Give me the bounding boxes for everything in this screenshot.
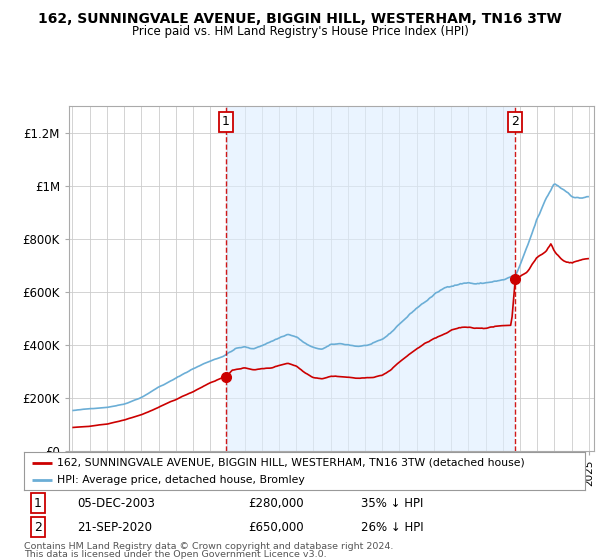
Text: £650,000: £650,000 (248, 521, 304, 534)
Text: 35% ↓ HPI: 35% ↓ HPI (361, 497, 423, 510)
Text: 2: 2 (511, 115, 519, 128)
Text: £280,000: £280,000 (248, 497, 304, 510)
Text: This data is licensed under the Open Government Licence v3.0.: This data is licensed under the Open Gov… (24, 550, 326, 559)
Text: 05-DEC-2003: 05-DEC-2003 (77, 497, 155, 510)
Text: 2: 2 (34, 521, 42, 534)
Text: 1: 1 (34, 497, 42, 510)
Text: 26% ↓ HPI: 26% ↓ HPI (361, 521, 423, 534)
Text: 21-SEP-2020: 21-SEP-2020 (77, 521, 152, 534)
Text: 162, SUNNINGVALE AVENUE, BIGGIN HILL, WESTERHAM, TN16 3TW (detached house): 162, SUNNINGVALE AVENUE, BIGGIN HILL, WE… (56, 458, 524, 468)
Text: HPI: Average price, detached house, Bromley: HPI: Average price, detached house, Brom… (56, 475, 304, 485)
Text: 1: 1 (222, 115, 230, 128)
Text: 162, SUNNINGVALE AVENUE, BIGGIN HILL, WESTERHAM, TN16 3TW: 162, SUNNINGVALE AVENUE, BIGGIN HILL, WE… (38, 12, 562, 26)
Bar (226, 106, 515, 451)
Text: Price paid vs. HM Land Registry's House Price Index (HPI): Price paid vs. HM Land Registry's House … (131, 25, 469, 38)
Text: Contains HM Land Registry data © Crown copyright and database right 2024.: Contains HM Land Registry data © Crown c… (24, 542, 394, 550)
